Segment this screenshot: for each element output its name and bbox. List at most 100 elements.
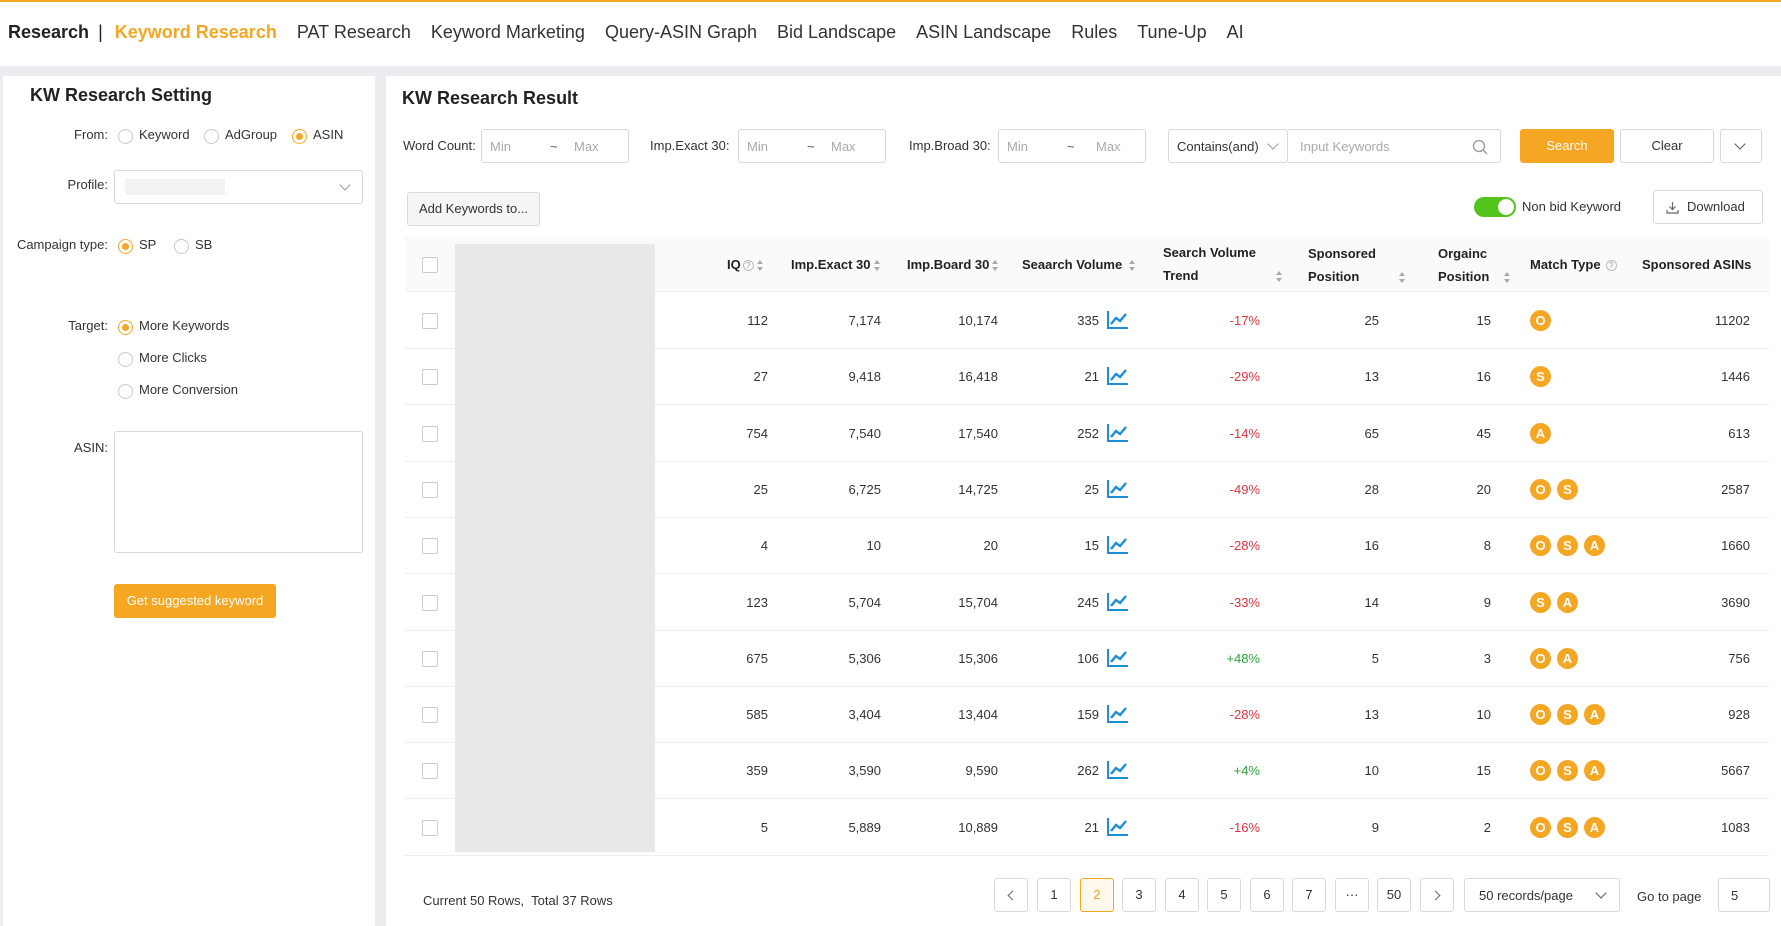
sort-icon[interactable] [1504,272,1511,284]
row-checkbox[interactable] [422,707,438,724]
row-checkbox[interactable] [422,369,438,386]
imp-broad-max[interactable]: Max [1096,139,1121,154]
sort-icon[interactable] [756,260,764,272]
nav-tune-up[interactable]: Tune-Up [1137,22,1207,42]
get-suggested-keyword-button[interactable]: Get suggested keyword [114,584,276,618]
imp-exact-range[interactable]: Min ~ Max [738,129,886,163]
trend-chart-icon[interactable] [1107,592,1129,612]
from-adgroup-radio[interactable] [204,129,219,144]
imp-broad-range[interactable]: Min ~ Max [998,129,1146,163]
row-checkbox[interactable] [422,763,438,780]
trend-chart-icon[interactable] [1107,817,1129,837]
download-button[interactable]: Download [1653,190,1763,224]
target-more-conversion-label[interactable]: More Conversion [139,382,238,397]
from-asin-radio[interactable] [292,129,307,144]
page-button-ellipsis[interactable]: ··· [1335,878,1369,912]
expand-filters-button[interactable] [1720,129,1762,163]
row-checkbox[interactable] [422,313,438,329]
asin-textarea[interactable] [114,431,363,553]
sort-icon[interactable] [873,260,881,272]
header-sponsored-position[interactable]: Sponsored Position [1308,242,1406,288]
search-icon[interactable] [1472,139,1488,155]
trend-chart-icon[interactable] [1107,760,1129,780]
header-search-volume[interactable]: Seaarch Volume [1022,253,1136,276]
select-all-checkbox[interactable] [422,257,438,273]
table-row[interactable]: 675 5,306 15,306 106 +48% 5 3 O A 756 [405,631,1769,687]
page-button-2[interactable]: 2 [1080,878,1114,912]
trend-chart-icon[interactable] [1107,704,1129,724]
nav-bid-landscape[interactable]: Bid Landscape [777,22,897,42]
contains-select[interactable]: Contains(and) [1168,129,1288,163]
target-more-clicks-label[interactable]: More Clicks [139,350,207,365]
goto-page-input[interactable]: 5 [1718,878,1770,912]
page-button-6[interactable]: 6 [1250,878,1284,912]
page-button-3[interactable]: 3 [1122,878,1156,912]
table-row[interactable]: 359 3,590 9,590 262 +4% 10 15 O S A 5667 [405,743,1769,800]
header-organic-position[interactable]: Orgainc Position [1438,242,1511,288]
page-button-1[interactable]: 1 [1037,878,1071,912]
nav-asin-landscape[interactable]: ASIN Landscape [916,22,1052,42]
campaign-sp-radio[interactable] [118,239,133,254]
header-imp-board[interactable]: Imp.Board 30 [907,253,999,276]
row-checkbox[interactable] [422,481,438,498]
target-more-conversion-radio[interactable] [118,384,133,399]
search-button[interactable]: Search [1520,129,1614,163]
campaign-sp-label[interactable]: SP [139,237,157,252]
nav-query-asin-graph[interactable]: Query-ASIN Graph [604,22,758,42]
row-checkbox[interactable] [422,650,438,667]
nav-keyword-research[interactable]: Keyword Research [114,22,277,42]
trend-chart-icon[interactable] [1107,479,1129,499]
table-row[interactable]: 123 5,704 15,704 245 -33% 14 9 S A 3690 [405,575,1769,631]
trend-chart-icon[interactable] [1107,535,1129,555]
table-row[interactable]: 585 3,404 13,404 159 -28% 13 10 O S A 928 [405,687,1769,744]
sort-icon[interactable] [1399,272,1406,284]
imp-broad-min[interactable]: Min [1007,139,1028,154]
nav-ai[interactable]: AI [1226,22,1244,42]
trend-chart-icon[interactable] [1107,310,1129,330]
table-row[interactable]: 25 6,725 14,725 25 -49% 28 20 O S 2587 [405,462,1769,518]
header-imp-exact[interactable]: Imp.Exact 30 [791,253,881,276]
trend-chart-icon[interactable] [1107,423,1129,443]
nav-rules[interactable]: Rules [1071,22,1118,42]
row-checkbox[interactable] [422,819,438,836]
table-row[interactable]: 4 10 20 15 -28% 16 8 O S A 1660 [405,518,1769,575]
prev-page-button[interactable] [994,878,1028,912]
trend-chart-icon[interactable] [1107,648,1129,668]
target-more-clicks-radio[interactable] [118,352,133,367]
keyword-search-input[interactable]: Input Keywords [1287,129,1501,163]
add-keywords-button[interactable]: Add Keywords to... [407,192,540,226]
page-button-4[interactable]: 4 [1165,878,1199,912]
campaign-sb-label[interactable]: SB [195,237,213,252]
page-button-5[interactable]: 5 [1207,878,1241,912]
imp-exact-min[interactable]: Min [747,139,768,154]
row-checkbox[interactable] [422,594,438,611]
header-search-volume-trend[interactable]: Search Volume Trend [1163,241,1283,287]
row-checkbox[interactable] [422,538,438,555]
from-keyword-label[interactable]: Keyword [139,127,190,142]
row-checkbox[interactable] [422,425,438,442]
nav-keyword-marketing[interactable]: Keyword Marketing [430,22,585,42]
target-more-keywords-radio[interactable] [118,320,133,335]
page-button-7[interactable]: 7 [1292,878,1326,912]
from-adgroup-label[interactable]: AdGroup [225,127,278,142]
next-page-button[interactable] [1420,878,1454,912]
table-row[interactable]: 112 7,174 10,174 335 -17% 25 15 O 11202 [405,293,1769,349]
word-count-range[interactable]: Min ~ Max [481,129,629,163]
trend-chart-icon[interactable] [1107,366,1129,386]
page-size-select[interactable]: 50 records/page [1464,878,1620,912]
table-row[interactable]: 5 5,889 10,889 21 -16% 9 2 O S A 1083 [405,800,1769,856]
target-more-keywords-label[interactable]: More Keywords [139,318,230,333]
non-bid-keyword-toggle[interactable] [1474,197,1516,217]
table-row[interactable]: 754 7,540 17,540 252 -14% 65 45 A 613 [405,406,1769,462]
word-count-min[interactable]: Min [490,139,511,154]
from-asin-label[interactable]: ASIN [313,127,344,142]
word-count-max[interactable]: Max [574,139,599,154]
sort-icon[interactable] [1276,271,1283,283]
page-button-50[interactable]: 50 [1377,878,1411,912]
clear-button[interactable]: Clear [1620,129,1714,163]
profile-select[interactable] [114,170,363,204]
header-iq[interactable]: IQ? [727,253,764,276]
sort-icon[interactable] [992,260,999,272]
sort-icon[interactable] [1129,260,1136,272]
table-row[interactable]: 27 9,418 16,418 21 -29% 13 16 S 1446 [405,349,1769,406]
